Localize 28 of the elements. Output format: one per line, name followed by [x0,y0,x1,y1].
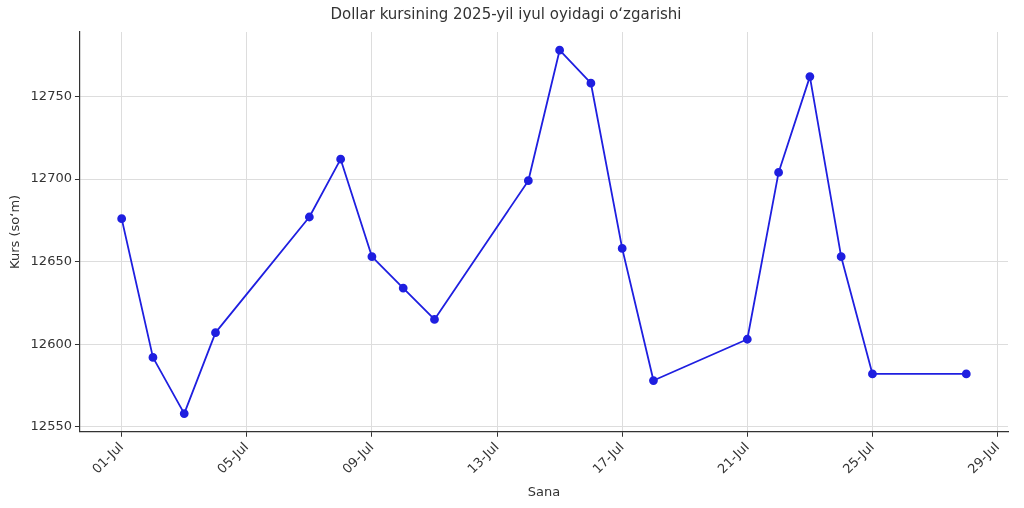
point [523,176,533,186]
point [617,244,627,253]
point [649,376,658,385]
point [836,252,846,262]
y-tick-label: 12600 [30,335,72,351]
point [555,45,565,55]
point [742,334,752,344]
point [179,409,189,418]
point [117,214,127,224]
x-axis-title: Sana [527,483,561,499]
point [961,369,971,379]
point [148,353,158,362]
point [868,369,877,379]
point [805,72,815,81]
y-axis-title: Kurs (soʻm) [7,194,23,269]
y-tick-label: 12550 [30,418,72,434]
y-tick-label: 12750 [30,87,72,103]
point [336,154,346,164]
point [398,283,408,293]
point [367,252,377,262]
y-tick-label: 12650 [30,252,72,268]
y-tick-label: 12700 [30,170,72,186]
point [586,78,596,88]
point [774,168,783,177]
point [304,212,314,222]
point [211,328,220,338]
chart-title: Dollar kursining 2025-yil iyul oyidagi oʻzgarishi [330,4,682,23]
point [430,315,439,324]
